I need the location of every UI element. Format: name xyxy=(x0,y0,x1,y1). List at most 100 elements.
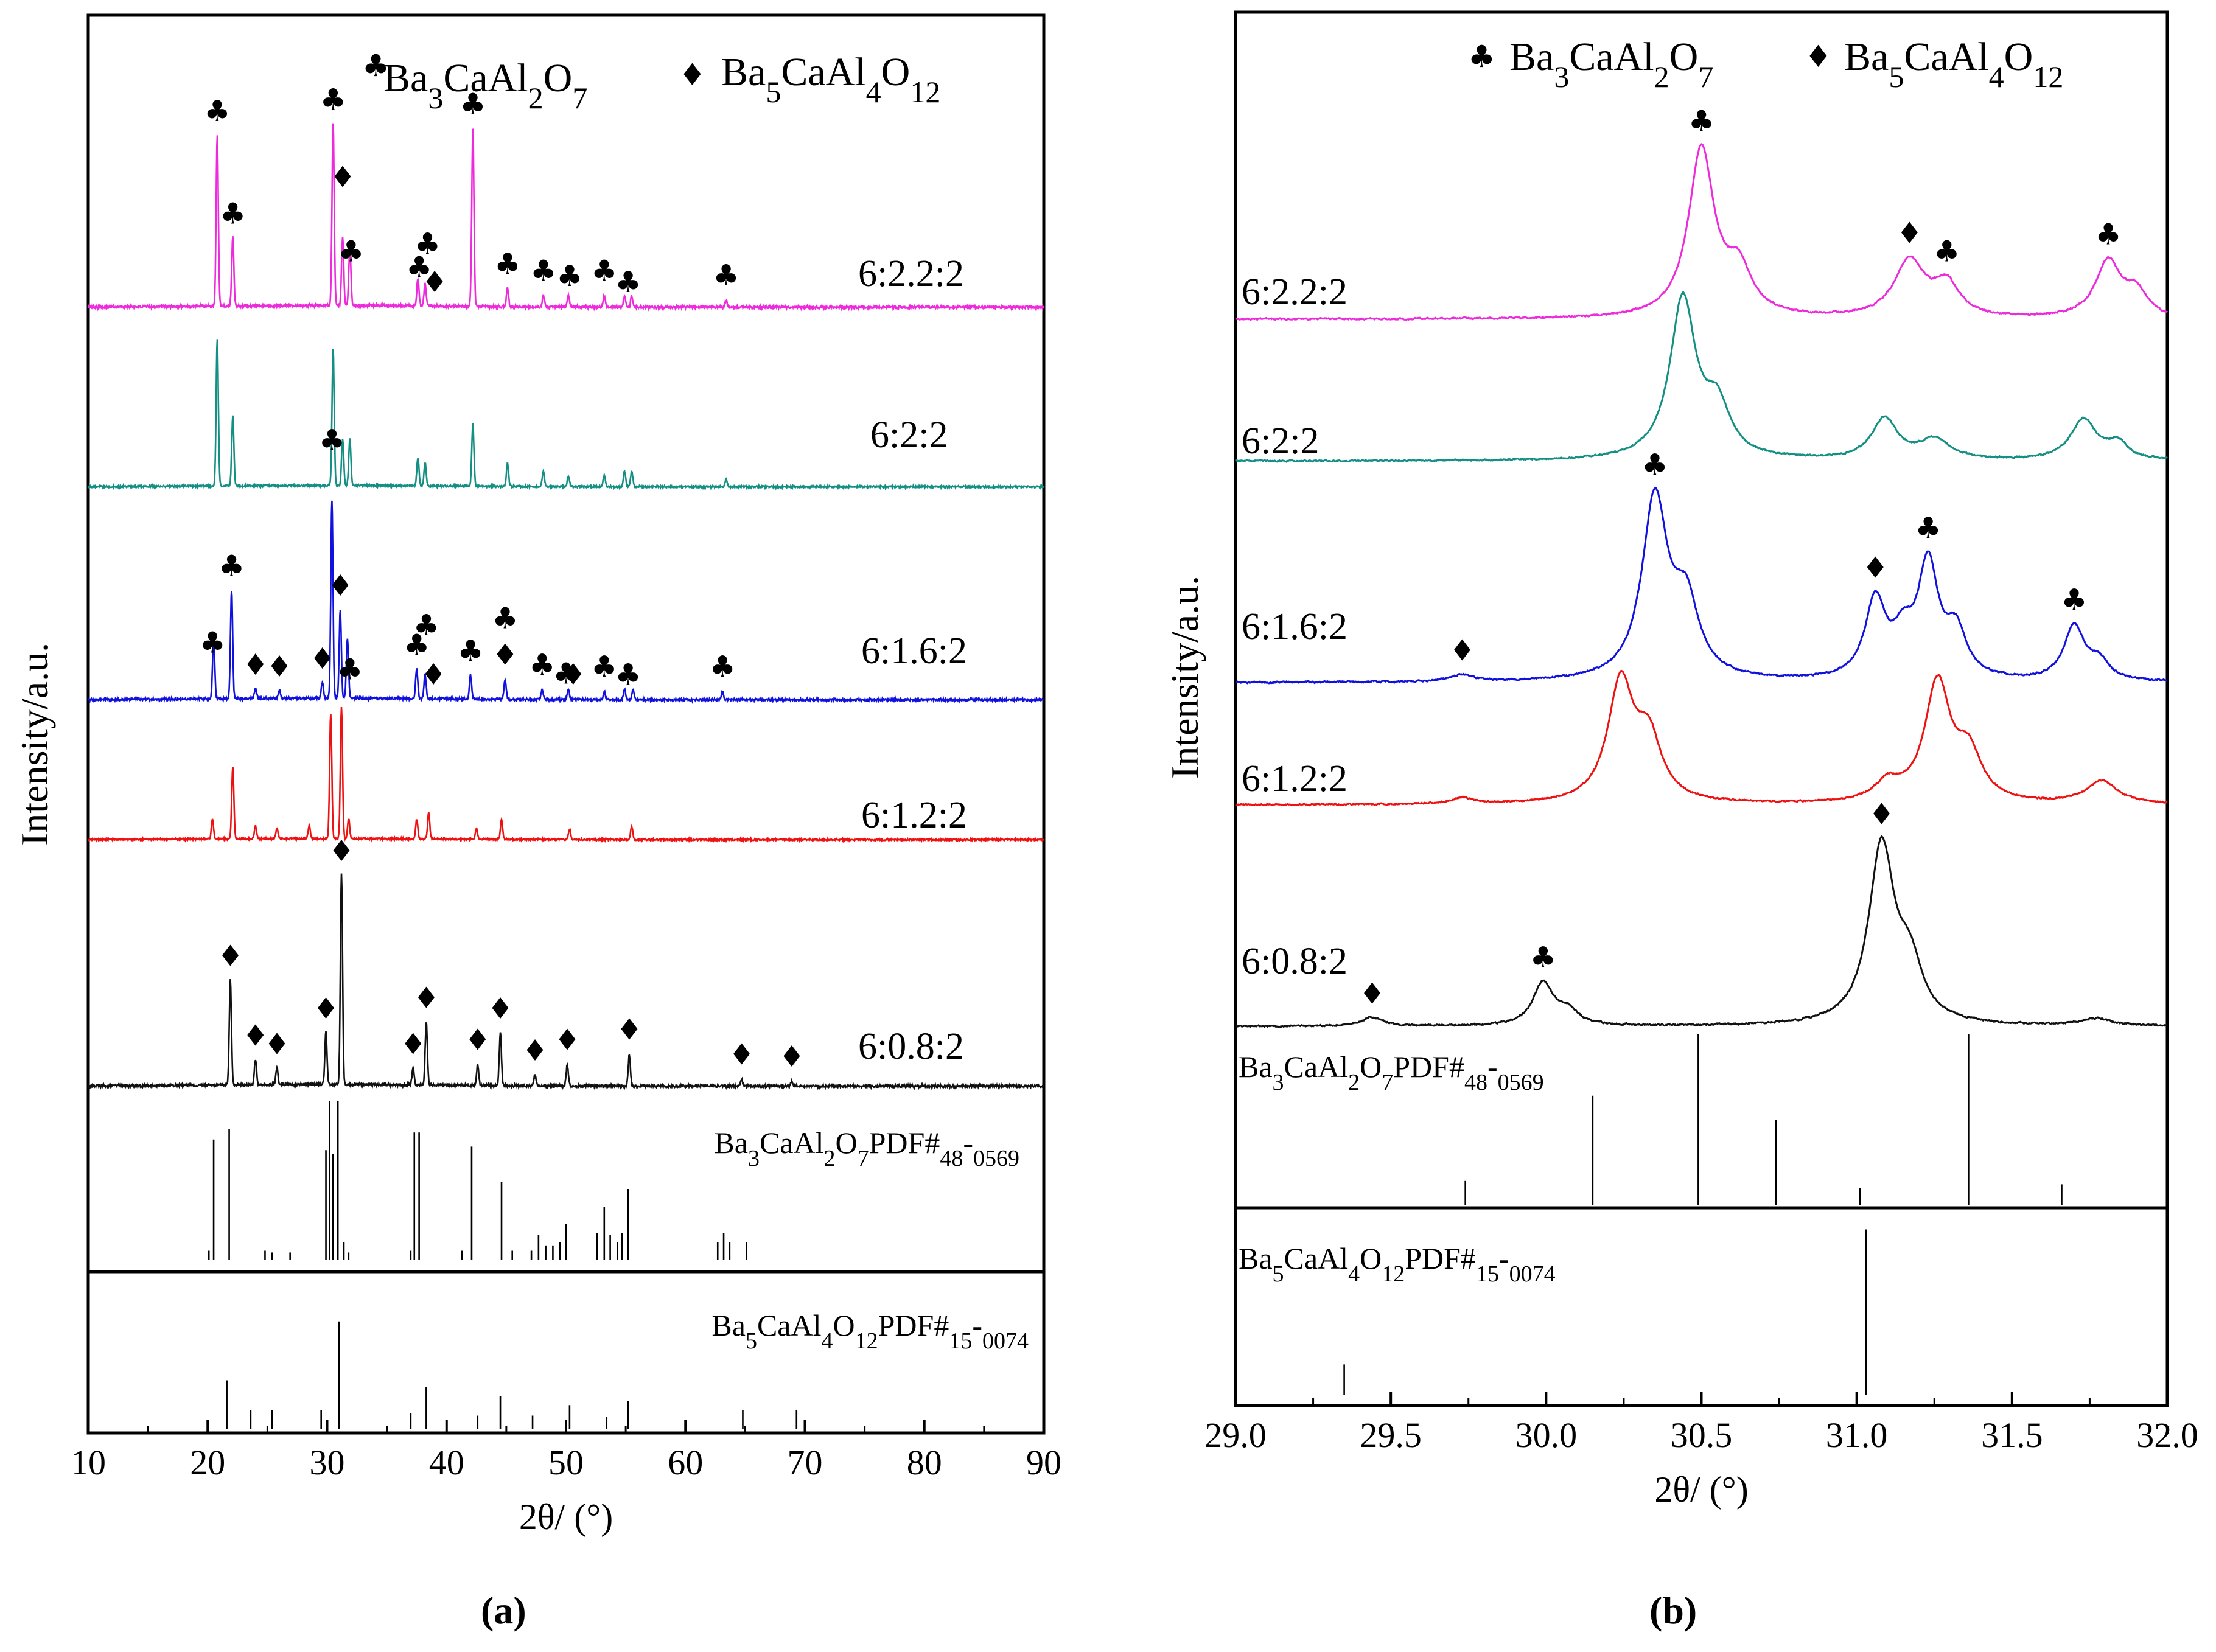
panel-b-xtick-label: 30.0 xyxy=(1515,1415,1578,1455)
club-marker-icon: ♣ xyxy=(413,608,439,643)
diamond-marker-icon: ♦ xyxy=(309,642,335,676)
panel-a-series-label: 6:0.8:2 xyxy=(858,1026,964,1067)
panel-a-xtick-label: 80 xyxy=(907,1443,942,1482)
club-marker-icon: ♣ xyxy=(220,197,246,231)
panel-b-xtick-label: 29.0 xyxy=(1204,1415,1267,1455)
club-marker-icon: ♣ xyxy=(615,658,641,692)
diamond-marker-icon: ♦ xyxy=(421,658,447,692)
panel-a-xtick-label: 50 xyxy=(548,1443,584,1482)
panel-a-series-6-2-2 xyxy=(87,339,1044,491)
club-marker-icon: ♣ xyxy=(1934,235,1960,269)
panel-b-series-6-2-2-2 xyxy=(1235,143,2168,321)
panel-b-series-label: 6:0.8:2 xyxy=(1242,941,1347,982)
panel-b-xtick-label: 29.5 xyxy=(1360,1415,1422,1455)
diamond-marker-icon: ♦ xyxy=(329,161,355,195)
club-marker-icon: ♣ xyxy=(713,259,739,293)
diamond-marker-icon: ♦ xyxy=(422,265,448,299)
club-marker-icon: ♣ xyxy=(320,83,346,117)
diamond-marker-icon: ♦ xyxy=(242,1019,268,1053)
diamond-marker-icon: ♦ xyxy=(217,939,243,974)
club-marker-icon: ♣ xyxy=(319,423,345,458)
diamond-marker-icon: ♦ xyxy=(242,648,268,682)
panel-a-xtick-label: 10 xyxy=(71,1443,106,1482)
panel-b-series-label: 6:2.2:2 xyxy=(1242,271,1347,313)
diamond-marker-icon: ♦ xyxy=(492,638,518,672)
club-marker-icon: ♣ xyxy=(591,254,617,288)
panel-b-ylabel: Intensity/a.u. xyxy=(1163,575,1206,779)
club-marker-icon: ♣ xyxy=(337,653,363,687)
panel-a-reference-label: Ba5CaAl4O12PDF#15-0074 xyxy=(711,1308,1029,1354)
legend-phase2-label: Ba5CaAl4O12 xyxy=(721,50,940,109)
panel-b-xtick-label: 30.5 xyxy=(1671,1415,1733,1455)
panel-a-xtick-label: 30 xyxy=(310,1443,345,1482)
club-marker-icon: ♣ xyxy=(2061,583,2087,617)
club-marker-icon: ♣ xyxy=(1641,448,1668,482)
panel-a-series-6-1-6-2 xyxy=(87,500,1044,705)
panel-a-series-6-2-2-2 xyxy=(87,123,1045,312)
diamond-marker-icon: ♦ xyxy=(1896,217,1923,251)
panel-a-ylabel: Intensity/a.u. xyxy=(13,642,56,846)
diamond-marker-icon: ♦ xyxy=(522,1034,548,1068)
diamond-marker-icon: ♦ xyxy=(413,981,439,1016)
panel-b-xtick-label: 31.5 xyxy=(1981,1415,2043,1455)
legend-phase1-label: Ba3CaAl2O7 xyxy=(383,56,587,115)
diamond-marker-icon: ♦ xyxy=(1359,977,1385,1011)
diamond-marker-icon: ♦ xyxy=(729,1038,755,1072)
diamond-marker-icon: ♦ xyxy=(400,1027,426,1061)
diamond-marker-icon: ♦ xyxy=(1862,551,1889,585)
club-marker-icon: ♣ xyxy=(2095,218,2122,252)
panel-b-xlabel: 2θ/ (°) xyxy=(1654,1469,1748,1510)
club-marker-icon: ♣ xyxy=(591,650,617,684)
legend-diamond-icon: ♦ xyxy=(1805,39,1832,74)
panel-b-frame xyxy=(1234,10,2169,1407)
legend-phase2-label: Ba5CaAl4O12 xyxy=(1844,35,2063,94)
club-marker-icon: ♣ xyxy=(530,254,556,288)
panel-a-series-label: 6:1.2:2 xyxy=(861,795,967,836)
club-marker-icon: ♣ xyxy=(204,94,230,128)
diamond-marker-icon: ♦ xyxy=(313,992,339,1026)
panel-b-label: (b) xyxy=(1649,1589,1697,1632)
club-marker-icon: ♣ xyxy=(460,88,486,122)
panel-a-series-label: 6:2:2 xyxy=(870,414,948,456)
panel-b-series-label: 6:1.6:2 xyxy=(1242,606,1347,647)
club-marker-icon: ♣ xyxy=(200,626,226,660)
panel-b-series-6-1-6-2 xyxy=(1235,486,2168,685)
diamond-marker-icon: ♦ xyxy=(488,992,514,1026)
diamond-marker-icon: ♦ xyxy=(1868,797,1895,831)
panel-b-plot: 29.0 29.5 30.0 30.5 31.0 31.5 32.0 2θ/ (°) 6:2.2… xyxy=(1204,10,2198,1510)
club-marker-icon: ♣ xyxy=(1915,511,1942,545)
club-marker-icon: ♣ xyxy=(406,251,432,285)
club-marker-icon: ♣ xyxy=(1688,105,1714,139)
club-marker-icon: ♣ xyxy=(492,602,518,636)
panel-a-series-label: 6:2.2:2 xyxy=(858,253,964,295)
panel-a-series-6-0-8-2 xyxy=(87,873,1044,1091)
diamond-marker-icon: ♦ xyxy=(327,569,354,603)
club-marker-icon: ♣ xyxy=(529,648,555,682)
panel-b-series-6-0-8-2 xyxy=(1235,835,2168,1028)
panel-b-reference-label: Ba3CaAl2O7PDF#48-0569 xyxy=(1239,1050,1544,1095)
club-marker-icon: ♣ xyxy=(710,650,736,684)
panel-a-series-6-1-2-2 xyxy=(87,706,1044,843)
diamond-marker-icon: ♦ xyxy=(554,1023,580,1058)
diamond-marker-icon: ♦ xyxy=(560,658,586,692)
legend-diamond-icon: ♦ xyxy=(679,57,706,92)
panel-a-series-label: 6:1.6:2 xyxy=(861,630,967,672)
club-marker-icon: ♣ xyxy=(457,634,483,668)
diamond-marker-icon: ♦ xyxy=(266,650,292,684)
panel-b-xtick-label: 32.0 xyxy=(2136,1415,2198,1455)
panel-b-reference-label: Ba5CaAl4O12PDF#15-0074 xyxy=(1239,1241,1556,1287)
panel-a-reference-label: Ba3CaAl2O7PDF#48-0569 xyxy=(714,1126,1019,1171)
panel-b-series-6-2-2 xyxy=(1235,291,2168,463)
panel-b-series-label: 6:1.2:2 xyxy=(1242,758,1347,800)
panel-a-xtick-label: 70 xyxy=(788,1443,823,1482)
club-marker-icon: ♣ xyxy=(553,657,579,691)
panel-b-xtick-label: 31.0 xyxy=(1826,1415,1888,1455)
legend-phase1-label: Ba3CaAl2O7 xyxy=(1509,35,1713,94)
panel-a-xtick-label: 90 xyxy=(1026,1443,1061,1482)
club-marker-icon: ♣ xyxy=(615,265,641,299)
diamond-marker-icon: ♦ xyxy=(616,1012,642,1047)
club-marker-icon: ♣ xyxy=(414,227,441,261)
legend-club-icon: ♣ xyxy=(1468,39,1495,74)
